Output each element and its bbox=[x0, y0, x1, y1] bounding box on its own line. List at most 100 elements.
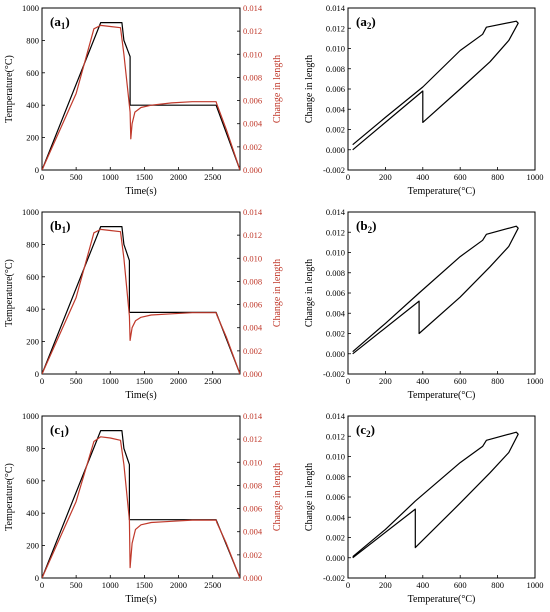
y-tick-label: 0.012 bbox=[326, 431, 345, 441]
series-line-dilatation bbox=[352, 20, 519, 151]
y-tick-label: 0.014 bbox=[326, 411, 346, 421]
y2-tick-label: 0.008 bbox=[243, 72, 262, 82]
x-axis-label: Time(s) bbox=[125, 594, 156, 605]
y-tick-label: 0.012 bbox=[326, 227, 345, 237]
x-tick-label: 800 bbox=[491, 172, 504, 182]
x-tick-label: 2000 bbox=[170, 580, 187, 590]
panel-label-sub: 1 bbox=[61, 21, 66, 31]
y-tick-label: 0.014 bbox=[326, 207, 346, 217]
x-tick-label: 1000 bbox=[102, 172, 119, 182]
y-tick-label: 0.012 bbox=[326, 23, 345, 33]
y2-tick-label: 0.004 bbox=[243, 119, 263, 129]
x-tick-label: 2000 bbox=[170, 172, 187, 182]
y-tick-label: 800 bbox=[26, 239, 39, 249]
y-tick-label: 0.008 bbox=[326, 472, 345, 482]
y-axis: 0 200 400 600 800 1000 bbox=[22, 207, 45, 379]
series-line-temperature bbox=[42, 430, 240, 578]
y2-tick-label: 0.002 bbox=[243, 550, 262, 560]
panel-label: (b1) bbox=[50, 218, 70, 235]
y-tick-label: 0.006 bbox=[326, 84, 345, 94]
y-tick-label: 0.000 bbox=[326, 349, 345, 359]
y2-tick-label: 0.010 bbox=[243, 49, 262, 59]
x-axis: 0 200 400 600 800 1000 bbox=[346, 371, 544, 386]
panel-label-close: ) bbox=[371, 422, 375, 437]
x-tick-label: 1500 bbox=[136, 580, 153, 590]
y2-tick-label: 0.010 bbox=[243, 253, 262, 263]
y-tick-label: 0.000 bbox=[326, 553, 345, 563]
series-line-dilatation bbox=[352, 431, 519, 559]
x-tick-label: 0 bbox=[346, 376, 350, 386]
series-line-length bbox=[42, 436, 240, 578]
y2-axis: 0.000 0.002 0.004 0.006 0.008 0.010 0.012 0.014 bbox=[237, 3, 263, 175]
x-tick-label: 1500 bbox=[136, 376, 153, 386]
x-tick-label: 1000 bbox=[527, 580, 544, 590]
x-tick-label: 0 bbox=[346, 172, 350, 182]
y-axis-label: Temperature(°C) bbox=[4, 55, 15, 123]
x-tick-label: 2500 bbox=[204, 376, 221, 386]
x-axis-label: Temperature(°C) bbox=[408, 594, 476, 605]
panel-label-main: (b bbox=[356, 218, 368, 233]
y-tick-label: 0.004 bbox=[326, 104, 346, 114]
y-axis-label: Change in length bbox=[304, 259, 315, 327]
x-tick-label: 600 bbox=[454, 580, 467, 590]
panel-label-main: (c bbox=[50, 422, 60, 437]
x-tick-label: 500 bbox=[70, 580, 83, 590]
y2-tick-label: 0.012 bbox=[243, 230, 262, 240]
y2-tick-label: 0.002 bbox=[243, 346, 262, 356]
y2-tick-label: 0.006 bbox=[243, 96, 262, 106]
y-axis: -0.002 0.000 0.002 0.004 0.006 0.008 0.010 0.01… bbox=[323, 411, 351, 583]
y-axis-label: Temperature(°C) bbox=[4, 259, 15, 327]
y-tick-label: 0.008 bbox=[326, 64, 345, 74]
chart-c1: 0 500 1000 1500 2000 2500 0 200 400 600 800 1000 0.0… bbox=[4, 411, 283, 605]
y2-tick-label: 0.014 bbox=[243, 411, 263, 421]
chart-b1: 0 500 1000 1500 2000 2500 0 200 400 600 800 1000 0.0… bbox=[4, 207, 283, 401]
panel-label-sub: 2 bbox=[368, 225, 373, 235]
chart-a1: 0 500 1000 1500 2000 2500 0 200 400 600 800 1000 0.0… bbox=[4, 3, 283, 197]
x-tick-label: 200 bbox=[379, 172, 392, 182]
y2-tick-label: 0.000 bbox=[243, 369, 262, 379]
y-tick-label: 1000 bbox=[22, 411, 39, 421]
x-tick-label: 2500 bbox=[204, 580, 221, 590]
y-tick-label: 0.010 bbox=[326, 248, 345, 258]
x-tick-label: 1500 bbox=[136, 172, 153, 182]
x-tick-label: 200 bbox=[379, 376, 392, 386]
y-tick-label: 600 bbox=[26, 68, 39, 78]
x-tick-label: 0 bbox=[40, 172, 44, 182]
y-tick-label: 1000 bbox=[22, 207, 39, 217]
x-tick-label: 1000 bbox=[527, 172, 544, 182]
y-tick-label: 0.004 bbox=[326, 308, 346, 318]
panel-label: (a1) bbox=[50, 14, 70, 31]
y-tick-label: -0.002 bbox=[323, 369, 345, 379]
panel-label-close: ) bbox=[65, 14, 69, 29]
y-axis: 0 200 400 600 800 1000 bbox=[22, 411, 45, 583]
series-line-length bbox=[42, 24, 240, 170]
y-axis: -0.002 0.000 0.002 0.004 0.006 0.008 0.010 0.01… bbox=[323, 207, 351, 379]
y2-tick-label: 0.006 bbox=[243, 504, 262, 514]
y-axis: 0 200 400 600 800 1000 bbox=[22, 3, 45, 175]
y-tick-label: 0 bbox=[35, 165, 39, 175]
x-tick-label: 800 bbox=[491, 580, 504, 590]
panel-label-main: (a bbox=[50, 14, 61, 29]
y-axis-label: Change in length bbox=[304, 55, 315, 123]
x-axis: 0 500 1000 1500 2000 2500 bbox=[40, 167, 221, 182]
y2-tick-label: 0.012 bbox=[243, 26, 262, 36]
y-tick-label: 200 bbox=[26, 337, 39, 347]
plot-frame bbox=[347, 415, 536, 579]
y2-tick-label: 0.004 bbox=[243, 527, 263, 537]
y2-tick-label: 0.014 bbox=[243, 3, 263, 13]
y2-axis: 0.000 0.002 0.004 0.006 0.008 0.010 0.012 0.014 bbox=[237, 411, 263, 583]
y-tick-label: 0 bbox=[35, 573, 39, 583]
x-axis: 0 500 1000 1500 2000 2500 bbox=[40, 575, 221, 590]
y2-axis: 0.000 0.002 0.004 0.006 0.008 0.010 0.012 0.014 bbox=[237, 207, 263, 379]
x-axis: 0 500 1000 1500 2000 2500 bbox=[40, 371, 221, 386]
y-tick-label: 0.006 bbox=[326, 492, 345, 502]
y-tick-label: 1000 bbox=[22, 3, 39, 13]
panel-label-close: ) bbox=[371, 14, 375, 29]
y-axis-label: Temperature(°C) bbox=[4, 463, 15, 531]
plot-frame bbox=[347, 7, 536, 171]
y2-axis-label: Change in length bbox=[272, 55, 283, 123]
series-line-temperature bbox=[42, 22, 240, 170]
y2-tick-label: 0.002 bbox=[243, 142, 262, 152]
y-tick-label: 200 bbox=[26, 541, 39, 551]
x-tick-label: 600 bbox=[454, 172, 467, 182]
